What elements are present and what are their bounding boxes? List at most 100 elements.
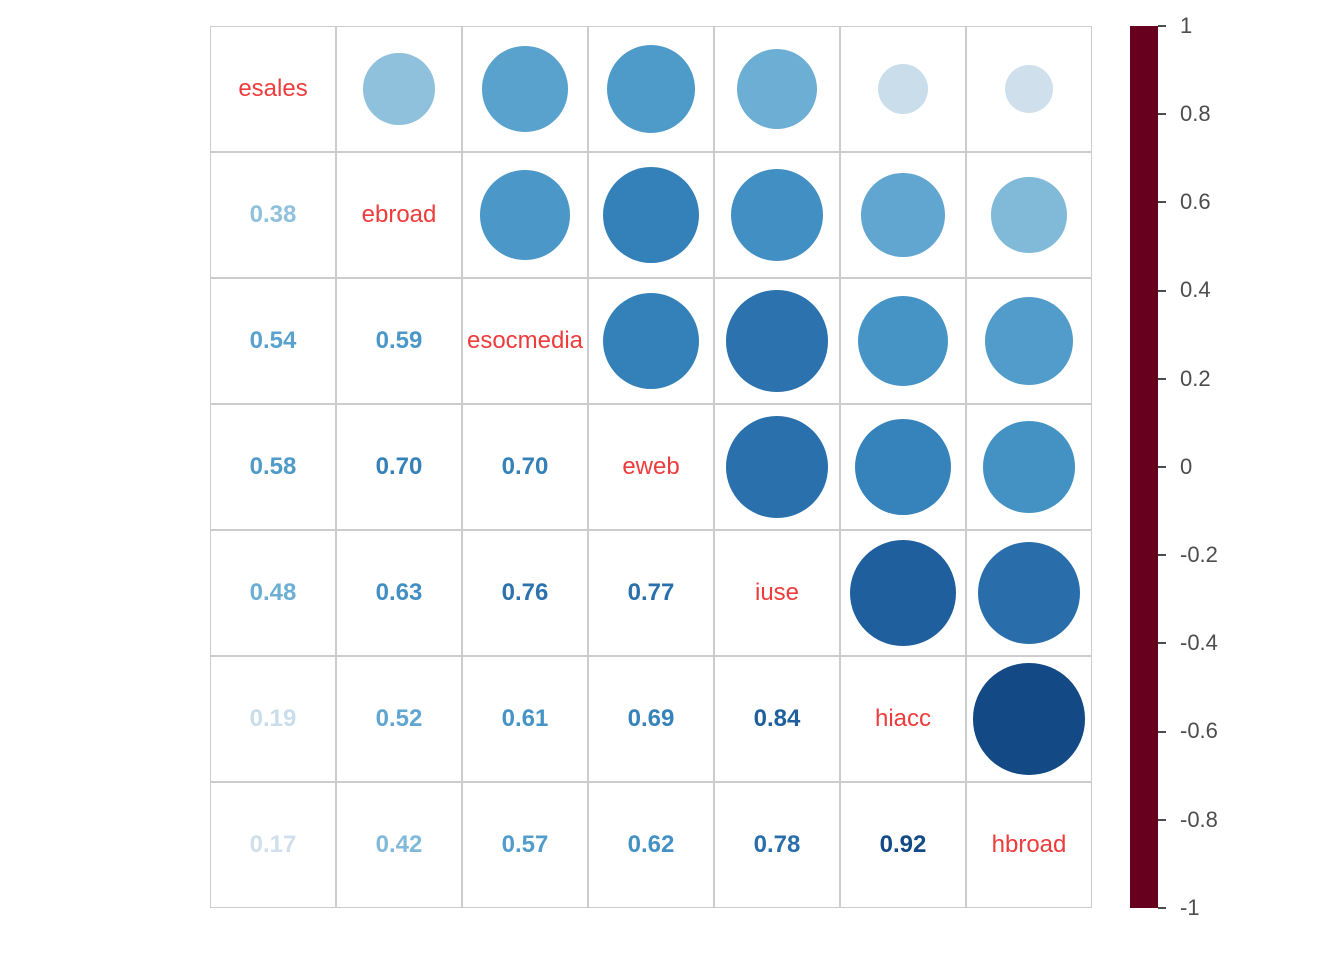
- colorbar-tick-label: 0.4: [1180, 277, 1211, 303]
- diag-label-hiacc: hiacc: [840, 656, 966, 782]
- colorbar-tick: [1158, 201, 1166, 203]
- corr-number: 0.78: [754, 831, 801, 859]
- corr-circle-0-4: [714, 26, 840, 152]
- corr-number: 0.19: [250, 705, 297, 733]
- corr-circle: [731, 169, 823, 261]
- corr-circle-1-3: [588, 152, 714, 278]
- corr-circle: [850, 540, 956, 646]
- corr-circle: [603, 167, 700, 264]
- variable-name: esocmedia: [467, 327, 583, 355]
- corr-circle: [363, 53, 434, 124]
- corr-circle: [978, 542, 1080, 644]
- corr-circle: [726, 416, 828, 518]
- corr-value-6-1: 0.42: [336, 782, 462, 908]
- corr-circle-1-6: [966, 152, 1092, 278]
- diag-label-esales: esales: [210, 26, 336, 152]
- colorbar-tick: [1158, 907, 1166, 909]
- colorbar-tick-label: -0.4: [1180, 630, 1218, 656]
- corr-circle: [737, 49, 817, 129]
- corr-number: 0.62: [628, 831, 675, 859]
- corr-value-6-3: 0.62: [588, 782, 714, 908]
- corr-value-4-1: 0.63: [336, 530, 462, 656]
- colorbar-tick: [1158, 25, 1166, 27]
- corr-value-5-4: 0.84: [714, 656, 840, 782]
- corr-value-3-2: 0.70: [462, 404, 588, 530]
- corr-number: 0.58: [250, 453, 297, 481]
- colorbar-tick-label: 0.8: [1180, 101, 1211, 127]
- corr-circle: [482, 46, 567, 131]
- colorbar-tick-label: -0.2: [1180, 542, 1218, 568]
- variable-name: eweb: [622, 453, 679, 481]
- corr-number: 0.77: [628, 579, 675, 607]
- colorbar-tick-label: -1: [1180, 895, 1200, 921]
- corr-circle-0-3: [588, 26, 714, 152]
- corr-number: 0.42: [376, 831, 423, 859]
- corr-value-5-1: 0.52: [336, 656, 462, 782]
- variable-name: esales: [238, 75, 307, 103]
- corr-number: 0.52: [376, 705, 423, 733]
- corr-circle-4-6: [966, 530, 1092, 656]
- corr-number: 0.76: [502, 579, 549, 607]
- colorbar-tick-label: -0.6: [1180, 718, 1218, 744]
- corr-number: 0.70: [376, 453, 423, 481]
- corr-number: 0.54: [250, 327, 297, 355]
- diag-label-ebroad: ebroad: [336, 152, 462, 278]
- colorbar-tick: [1158, 731, 1166, 733]
- variable-name: ebroad: [362, 201, 437, 229]
- corr-value-6-5: 0.92: [840, 782, 966, 908]
- corr-value-3-1: 0.70: [336, 404, 462, 530]
- diag-label-iuse: iuse: [714, 530, 840, 656]
- corr-value-3-0: 0.58: [210, 404, 336, 530]
- colorbar-tick-label: 0: [1180, 454, 1192, 480]
- corr-value-6-2: 0.57: [462, 782, 588, 908]
- corr-number: 0.48: [250, 579, 297, 607]
- colorbar-tick-label: 1: [1180, 13, 1192, 39]
- colorbar-tick-label: 0.6: [1180, 189, 1211, 215]
- corr-circle-0-6: [966, 26, 1092, 152]
- corr-circle-0-5: [840, 26, 966, 152]
- corr-circle-3-4: [714, 404, 840, 530]
- corr-circle: [855, 419, 951, 515]
- corr-number: 0.17: [250, 831, 297, 859]
- corr-value-4-3: 0.77: [588, 530, 714, 656]
- corr-circle: [607, 45, 695, 133]
- corr-number: 0.70: [502, 453, 549, 481]
- corr-circle: [991, 177, 1066, 252]
- corr-number: 0.61: [502, 705, 549, 733]
- variable-name: hbroad: [992, 831, 1067, 859]
- corr-circle: [878, 64, 929, 115]
- corr-circle: [603, 293, 700, 390]
- diag-label-hbroad: hbroad: [966, 782, 1092, 908]
- colorbar-tick: [1158, 554, 1166, 556]
- corr-number: 0.84: [754, 705, 801, 733]
- corr-value-4-2: 0.76: [462, 530, 588, 656]
- colorbar-tick: [1158, 113, 1166, 115]
- corr-circle: [973, 663, 1084, 774]
- corr-value-5-3: 0.69: [588, 656, 714, 782]
- corr-circle-5-6: [966, 656, 1092, 782]
- corr-circle: [983, 421, 1074, 512]
- corr-circle-1-4: [714, 152, 840, 278]
- colorbar-tick: [1158, 378, 1166, 380]
- corr-value-1-0: 0.38: [210, 152, 336, 278]
- diag-label-eweb: eweb: [588, 404, 714, 530]
- corr-circle-0-1: [336, 26, 462, 152]
- corr-circle: [985, 297, 1073, 385]
- corr-value-4-0: 0.48: [210, 530, 336, 656]
- colorbar: [1130, 26, 1158, 908]
- corr-circle: [861, 173, 945, 257]
- corr-value-6-4: 0.78: [714, 782, 840, 908]
- corr-number: 0.57: [502, 831, 549, 859]
- colorbar-tick-label: -0.8: [1180, 807, 1218, 833]
- corr-circle-2-6: [966, 278, 1092, 404]
- corr-circle-2-3: [588, 278, 714, 404]
- corr-value-5-0: 0.19: [210, 656, 336, 782]
- colorbar-tick: [1158, 642, 1166, 644]
- variable-name: iuse: [755, 579, 799, 607]
- corr-circle-4-5: [840, 530, 966, 656]
- corr-circle: [1005, 65, 1053, 113]
- corr-value-2-0: 0.54: [210, 278, 336, 404]
- corr-number: 0.92: [880, 831, 927, 859]
- corr-value-5-2: 0.61: [462, 656, 588, 782]
- corr-circle-2-5: [840, 278, 966, 404]
